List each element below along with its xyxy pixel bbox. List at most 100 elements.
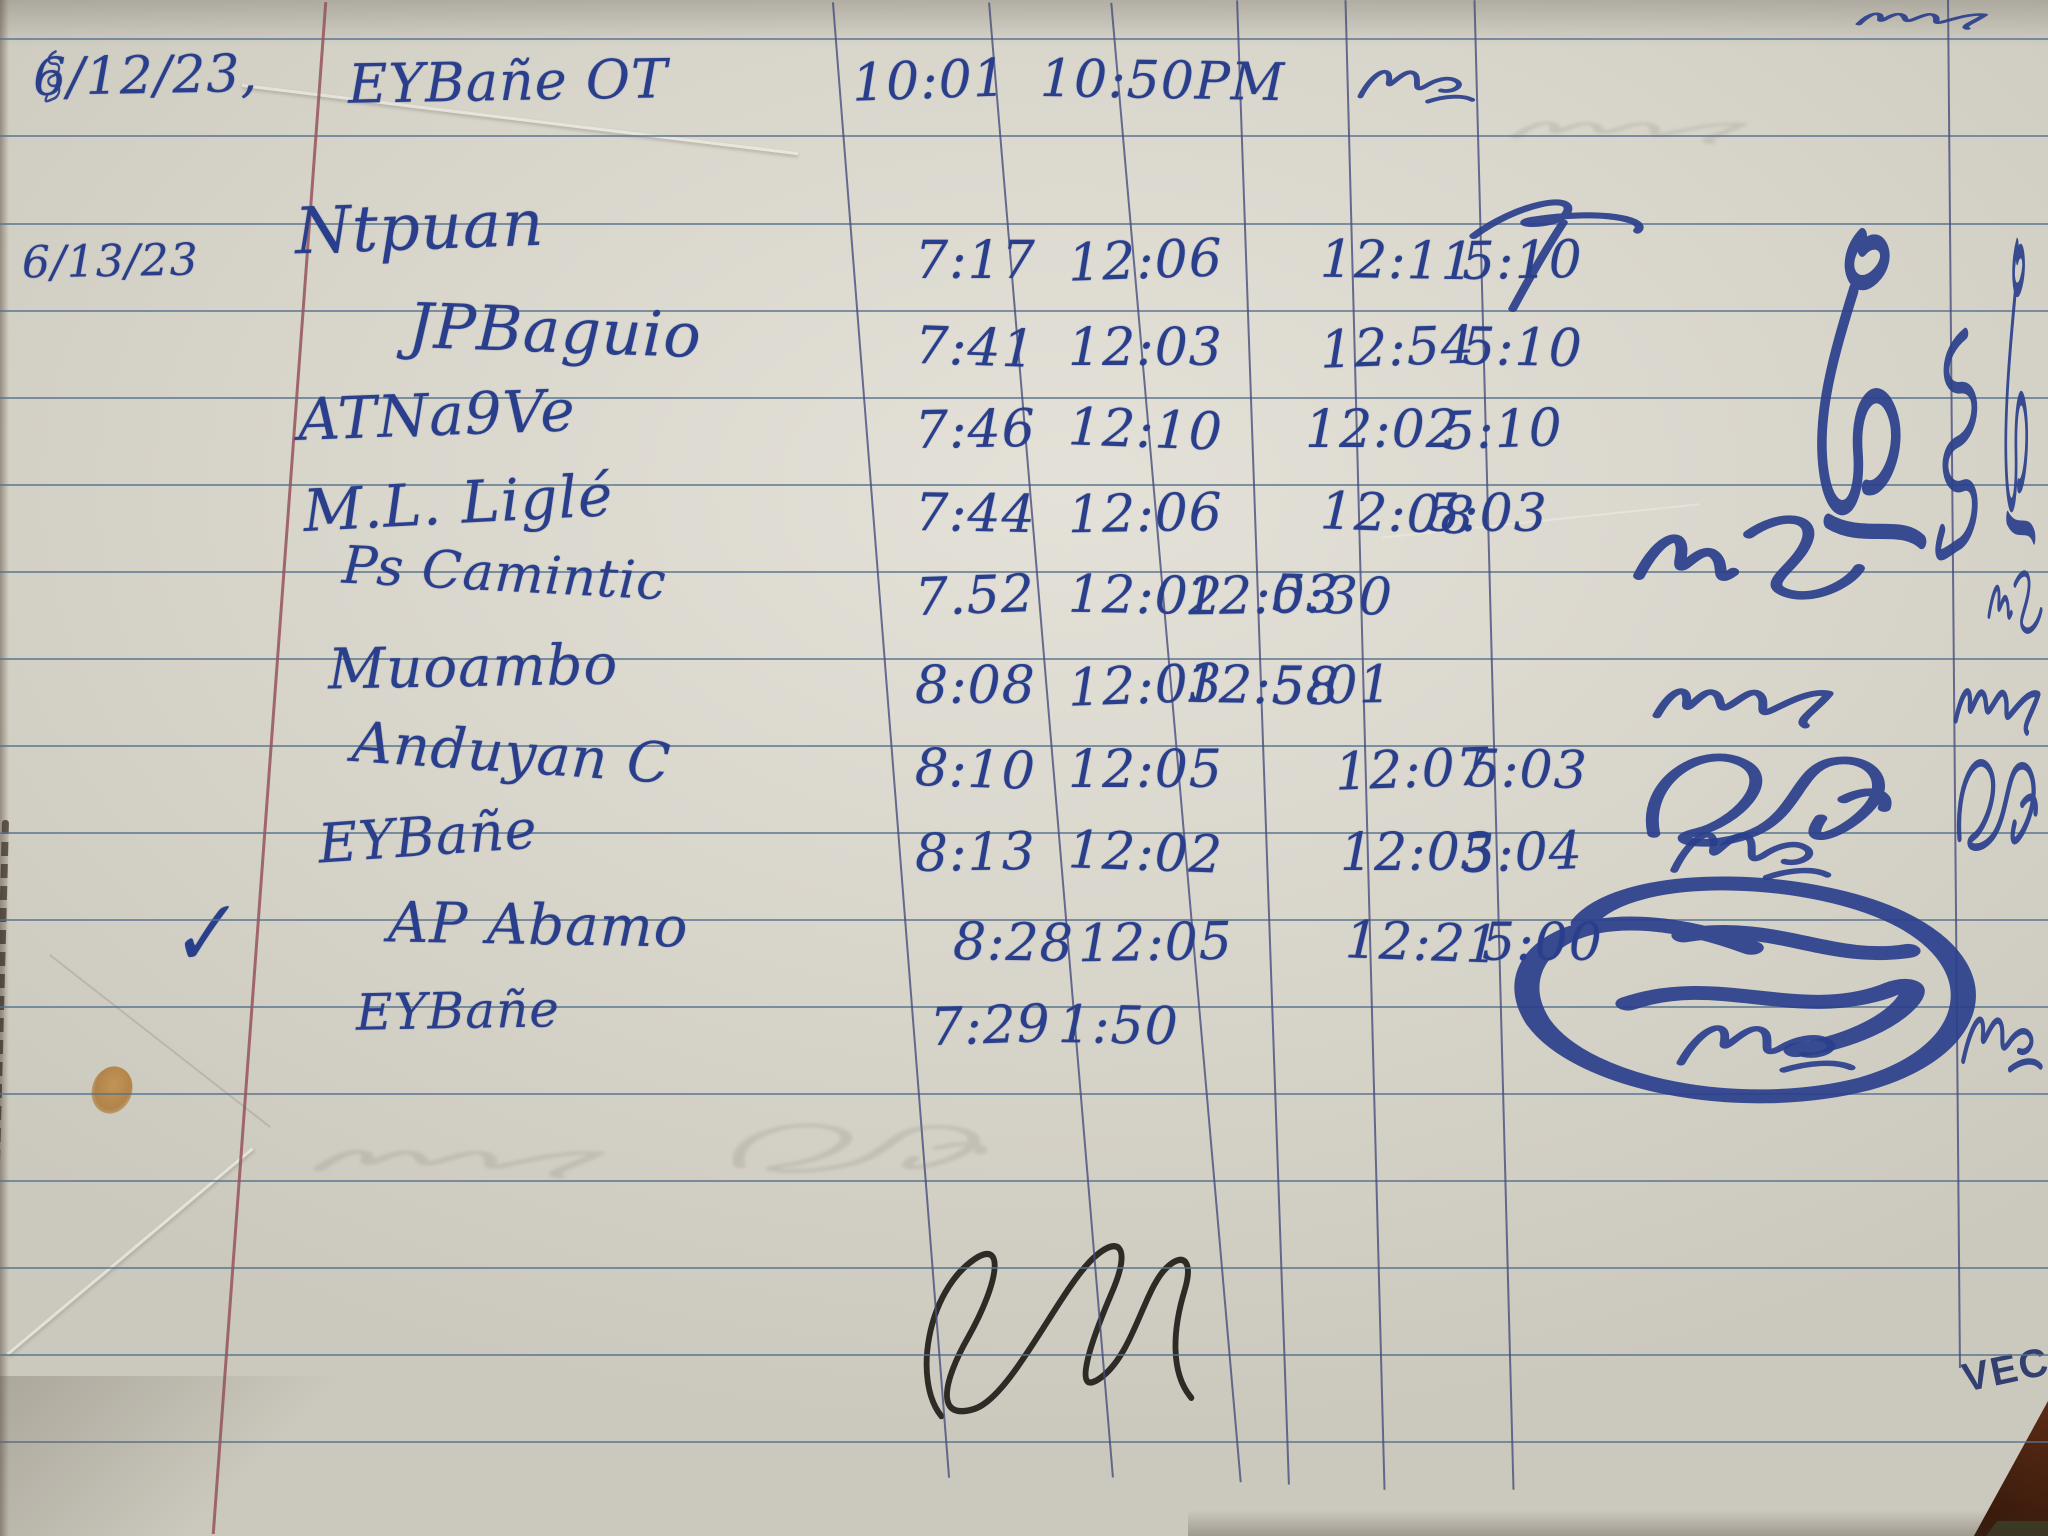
mlz-scribble-icon (1855, 12, 1989, 30)
entry-time: 5:10 (1440, 397, 1564, 463)
signature-scribble (1660, 792, 1838, 914)
edge-signature-scribble (1850, 0, 1995, 45)
jm-scribble-icon (1357, 69, 1476, 104)
entry-name: Muoambo (327, 632, 619, 703)
notebook-brand-label: VEC (1958, 1339, 2048, 1401)
signature-scribble (1462, 182, 1657, 317)
entry-time: 7:46 (914, 398, 1037, 462)
initials-scribble-icon (1987, 570, 2043, 634)
ruled-line (0, 832, 2048, 834)
jm-scribble-icon (1670, 832, 1832, 881)
signature-scribble (1645, 636, 1843, 764)
edge-signature-scribble (1956, 970, 2046, 1112)
entry-time: 5:03 (1466, 738, 1589, 802)
edge-signature-scribble (1950, 716, 2045, 886)
ruled-line (0, 1267, 2048, 1269)
ruled-line (0, 1441, 2048, 1443)
edge-signature-scribble (26, 48, 74, 106)
ruled-line (0, 919, 2048, 921)
entry-time: 8:08 (915, 656, 1036, 716)
showthrough-scribble-icon (1510, 121, 1750, 144)
entry-name: EYBañe (355, 980, 561, 1042)
entry-name: Anduyan C (350, 709, 674, 798)
paper-stain (84, 1060, 140, 1120)
signature-scribble (1460, 830, 2020, 1140)
entry-date: 6/13/23 (21, 234, 200, 289)
ruled-line (0, 135, 2048, 137)
ink-showthrough (1500, 92, 1760, 164)
entry-time: 7.52 (913, 563, 1036, 629)
entry-time: 12:10 (1067, 397, 1224, 463)
paper-crease (49, 954, 271, 1128)
loops-scribble-icon (1956, 759, 2038, 852)
loops-scribble-icon (1645, 753, 1892, 847)
ruled-line (0, 745, 2048, 747)
entry-time: 12:05 (1077, 911, 1234, 975)
entry-time: 8:10 (913, 737, 1037, 803)
entry-name: Ps Camintic (340, 535, 669, 613)
ruled-line (0, 38, 2048, 40)
supervisor-signature-black-ink (898, 1228, 1248, 1438)
ruled-line (0, 571, 2048, 573)
entry-name: M.L. Liglé (301, 460, 615, 546)
signature-scribble (1752, 222, 1964, 562)
entry-name: ATNa9Ve (296, 376, 577, 454)
ruled-line (0, 658, 2048, 660)
entry-name: EYBañe (316, 797, 540, 876)
entry-time: 12:05 (1068, 740, 1223, 800)
signature-scribble (1665, 986, 1863, 1106)
ink-showthrough (710, 1100, 1010, 1192)
entry-name: EYBañe OT (347, 47, 669, 116)
entry-time: 8:28 (952, 911, 1075, 975)
entry-time: 8:13 (914, 821, 1037, 885)
showthrough-scribble-icon (312, 1149, 607, 1179)
table-surface-strip (1986, 1521, 2048, 1536)
edge-signature-scribble (1950, 626, 2045, 778)
entry-name: AP Abamo (387, 890, 689, 961)
entry-time: 5:03 (1427, 484, 1548, 544)
ruled-line (0, 223, 2048, 225)
ruled-line (0, 310, 2048, 312)
attendance-check-mark: ✓ (158, 882, 243, 989)
paper-crease (6, 1147, 254, 1356)
circle-scribble-icon (1514, 876, 1976, 1104)
entry-time: 12:02 (1305, 400, 1460, 460)
jm-scribble-icon (1961, 1016, 2043, 1073)
ruled-line (0, 1354, 2048, 1356)
entry-time: 7:41 (913, 315, 1037, 381)
mlz-scribble-icon (1953, 688, 2041, 736)
entry-time: 10:01 (851, 48, 1008, 114)
tall-scribble-icon (2004, 237, 2036, 545)
entry-time: 7:29 (928, 993, 1052, 1059)
showthrough-scribble-icon (732, 1123, 987, 1173)
edge-signature-scribble (1984, 542, 2046, 684)
entry-time: 12:54 (1319, 315, 1476, 381)
initials-scribble-icon (1633, 515, 1865, 600)
entry-time: 5:10 (1461, 316, 1584, 380)
tall-scribble-icon (1817, 227, 1927, 550)
entry-time: 12:06 (1067, 482, 1224, 546)
entry-time: 12:06 (1067, 228, 1224, 294)
ruled-line (0, 397, 2048, 399)
ruled-line (0, 1006, 2048, 1008)
entry-time: 5:30 (1270, 563, 1394, 629)
entry-name: JPBaguio (406, 288, 704, 373)
entry-time: 10:50PM (1039, 48, 1286, 114)
jm-scribble-icon (1676, 1025, 1856, 1073)
entry-time: 1:50 (1057, 994, 1180, 1058)
edge-signature-scribble (1986, 232, 2046, 557)
black-pen-flourish-icon (923, 1243, 1195, 1420)
entry-time: 7:17 (915, 231, 1036, 291)
ruled-line (0, 484, 2048, 486)
entry-time: 7:44 (914, 482, 1037, 546)
signature-scribble (1618, 478, 1880, 666)
scurve-scribble-icon (1935, 327, 1978, 561)
page-left-edge (0, 0, 9, 1536)
entry-time: 5:01 (1271, 654, 1394, 718)
signature-scribble (1350, 42, 1480, 127)
scurve-scribble-icon (44, 50, 61, 103)
entry-time: 12:11 (1319, 229, 1476, 293)
mlz-scribble-icon (1652, 688, 1834, 729)
entry-time: 12:02 (1067, 820, 1224, 886)
ink-showthrough (300, 1112, 620, 1204)
